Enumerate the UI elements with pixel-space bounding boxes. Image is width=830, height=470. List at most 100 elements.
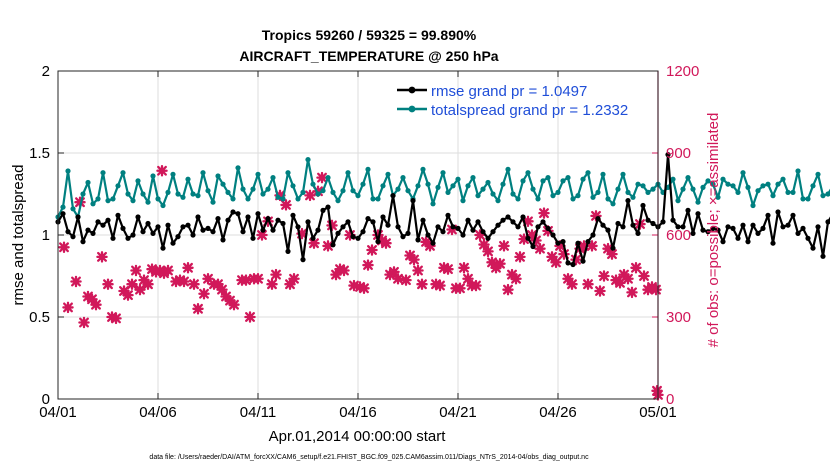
- rmse-point: [95, 219, 101, 225]
- obs-point: [304, 189, 316, 202]
- totalspread-point: [355, 193, 361, 199]
- totalspread-point: [780, 176, 786, 182]
- y-tick-label-right: 600: [666, 227, 691, 244]
- rmse-point: [750, 222, 756, 228]
- rmse-point: [820, 253, 826, 259]
- totalspread-point: [200, 170, 206, 176]
- obs-point: [554, 240, 566, 252]
- obs-markers: [58, 165, 664, 401]
- legend-label-totalspread: totalspread grand pr = 1.2332: [431, 102, 628, 119]
- totalspread-point: [420, 166, 426, 172]
- rmse-point: [400, 234, 406, 240]
- totalspread-point: [690, 186, 696, 192]
- totalspread-point: [130, 198, 136, 204]
- rmse-point: [310, 235, 316, 241]
- x-tick-label: 05/01: [639, 404, 677, 421]
- y-tick-label-right: 300: [666, 309, 691, 326]
- legend-marker-rmse: [408, 86, 416, 94]
- rmse-point: [515, 224, 521, 230]
- obs-point: [474, 229, 486, 241]
- obs-point: [122, 289, 134, 301]
- totalspread-point: [640, 183, 646, 189]
- obs-point: [366, 244, 378, 256]
- totalspread-point: [270, 175, 276, 181]
- obs-point: [58, 241, 70, 254]
- totalspread-point: [520, 178, 526, 184]
- totalspread-point: [65, 168, 71, 174]
- totalspread-point: [735, 189, 741, 195]
- totalspread-point: [605, 196, 611, 202]
- totalspread-point: [150, 173, 156, 179]
- tick-labels: 04/01 04/06 04/11 04/16 04/21 04/26 05/0100.51…: [29, 63, 699, 421]
- obs-point: [274, 189, 286, 202]
- rmse-point: [70, 234, 76, 240]
- obs-point: [446, 223, 458, 236]
- totalspread-point: [250, 186, 256, 192]
- obs-point: [182, 262, 194, 274]
- totalspread-point: [265, 186, 271, 192]
- obs-point: [270, 268, 282, 281]
- x-tick-label: 04/06: [139, 404, 177, 421]
- totalspread-point: [515, 196, 521, 202]
- obs-point: [430, 278, 442, 290]
- rmse-point: [105, 217, 111, 223]
- legend-marker-totalspread: [408, 105, 416, 113]
- rmse-point: [265, 216, 271, 222]
- rmse-point: [290, 212, 296, 218]
- obs-point: [522, 215, 534, 228]
- obs-point: [498, 240, 510, 252]
- rmse-point: [245, 214, 251, 220]
- rmse-point: [555, 240, 561, 246]
- obs-point: [322, 240, 334, 252]
- legend-label-rmse: rmse grand pr = 1.0497: [431, 83, 587, 100]
- rmse-point: [635, 230, 641, 236]
- totalspread-point: [470, 175, 476, 181]
- totalspread-point: [585, 170, 591, 176]
- totalspread-point: [380, 183, 386, 189]
- obs-point: [388, 266, 400, 278]
- obs-point: [626, 286, 638, 299]
- rmse-point: [510, 219, 516, 225]
- rmse-point: [580, 258, 586, 264]
- totalspread-point: [740, 170, 746, 176]
- rmse-point: [220, 237, 226, 243]
- chart-title: Tropics 59260 / 59325 = 99.890%: [262, 27, 477, 43]
- obs-point: [296, 227, 308, 240]
- totalspread-point: [680, 186, 686, 192]
- rmse-point: [590, 232, 596, 238]
- rmse-point: [455, 225, 461, 231]
- totalspread-point: [705, 178, 711, 184]
- obs-point: [442, 263, 454, 275]
- obs-point: [602, 242, 614, 255]
- totalspread-point: [95, 196, 101, 202]
- obs-point: [362, 259, 374, 271]
- obs-point: [400, 274, 412, 286]
- obs-point: [244, 311, 256, 323]
- totalspread-point: [820, 193, 826, 199]
- totalspread-point: [485, 179, 491, 186]
- obs-point: [126, 278, 138, 290]
- totalspread-point: [695, 199, 701, 205]
- rmse-point: [630, 222, 636, 228]
- totalspread-point: [445, 189, 451, 195]
- obs-point: [256, 229, 268, 241]
- rmse-point: [280, 220, 286, 227]
- totalspread-point: [535, 196, 541, 202]
- rmse-point: [205, 225, 211, 231]
- obs-point: [416, 278, 428, 290]
- totalspread-point: [480, 186, 486, 192]
- rmse-point: [275, 217, 281, 223]
- rmse-point: [75, 214, 81, 220]
- rmse-point: [285, 248, 291, 254]
- rmse-point: [480, 229, 486, 235]
- obs-point: [86, 293, 98, 305]
- totalspread-point: [235, 165, 241, 171]
- rmse-point: [645, 217, 651, 223]
- obs-point: [424, 240, 436, 252]
- totalspread-point: [675, 198, 681, 204]
- plot-frame: [57, 70, 659, 400]
- totalspread-point: [590, 194, 596, 200]
- rmse-point: [345, 219, 351, 225]
- rmse-point: [350, 234, 356, 240]
- rmse-point: [650, 220, 656, 227]
